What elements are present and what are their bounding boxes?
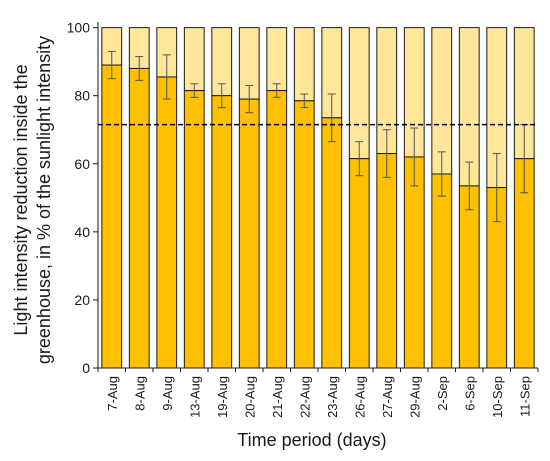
bar-lower-22-Aug [293, 100, 315, 369]
x-tick-label-8-Aug: 8-Aug [132, 376, 147, 411]
bar-lower-26-Aug [348, 158, 370, 369]
bar-upper-26-Aug [348, 27, 370, 160]
x-tick-label-7-Aug: 7-Aug [105, 376, 120, 411]
bar-lower-8-Aug [128, 67, 150, 369]
x-tick-label-23-Aug: 23-Aug [325, 376, 340, 418]
bar-lower-27-Aug [376, 153, 398, 369]
x-tick-label-20-Aug: 20-Aug [242, 376, 257, 418]
axes-layer [93, 22, 539, 372]
x-tick-label-21-Aug: 21-Aug [270, 376, 285, 418]
bar-lower-29-Aug [403, 156, 425, 369]
bar-lower-6-Sep [458, 185, 480, 369]
bar-lower-7-Aug [101, 64, 123, 369]
bar-lower-20-Aug [238, 98, 260, 369]
bar-upper-21-Aug [266, 27, 288, 92]
y-tick-label-60: 60 [74, 156, 90, 172]
bars-layer [101, 27, 535, 369]
x-axis-label: Time period (days) [237, 430, 386, 450]
x-tick-label-6-Sep: 6-Sep [462, 376, 477, 411]
bar-lower-9-Aug [156, 76, 178, 369]
bar-upper-13-Aug [183, 27, 205, 92]
x-tick-label-11-Sep: 11-Sep [517, 376, 532, 417]
bar-upper-22-Aug [293, 27, 315, 102]
x-tick-label-13-Aug: 13-Aug [187, 376, 202, 418]
x-tick-labels: 7-Aug 8-Aug 9-Aug 13-Aug 19-Aug 20-Aug 21-Aug 2… [105, 376, 533, 418]
y-tick-label-40: 40 [74, 224, 90, 240]
x-tick-label-27-Aug: 27-Aug [380, 376, 395, 418]
x-tick-label-19-Aug: 19-Aug [215, 376, 230, 418]
bar-lower-2-Sep [431, 173, 453, 369]
bar-lower-19-Aug [211, 95, 233, 369]
x-tick-label-22-Aug: 22-Aug [297, 376, 312, 418]
y-tick-label-80: 80 [74, 88, 90, 104]
y-tick-labels: 0 20 40 60 80 100 [67, 20, 91, 376]
y-tick-label-100: 100 [67, 20, 91, 36]
x-tick-label-2-Sep: 2-Sep [435, 376, 450, 411]
x-tick-label-29-Aug: 29-Aug [407, 376, 422, 418]
bar-lower-13-Aug [183, 90, 205, 369]
x-tick-label-26-Aug: 26-Aug [352, 376, 367, 418]
y-tick-label-0: 0 [82, 360, 90, 376]
error-bars-layer [107, 50, 529, 223]
y-axis-label-line-2: greenhouse, in % of the sunlight intensi… [34, 36, 54, 364]
y-tick-label-20: 20 [74, 292, 90, 308]
x-tick-label-10-Sep: 10-Sep [490, 376, 505, 418]
bar-lower-23-Aug [321, 117, 343, 369]
bar-lower-21-Aug [266, 90, 288, 369]
x-tick-label-9-Aug: 9-Aug [160, 376, 175, 411]
y-axis-label-line-1: Light intensity reduction inside the [11, 64, 31, 335]
